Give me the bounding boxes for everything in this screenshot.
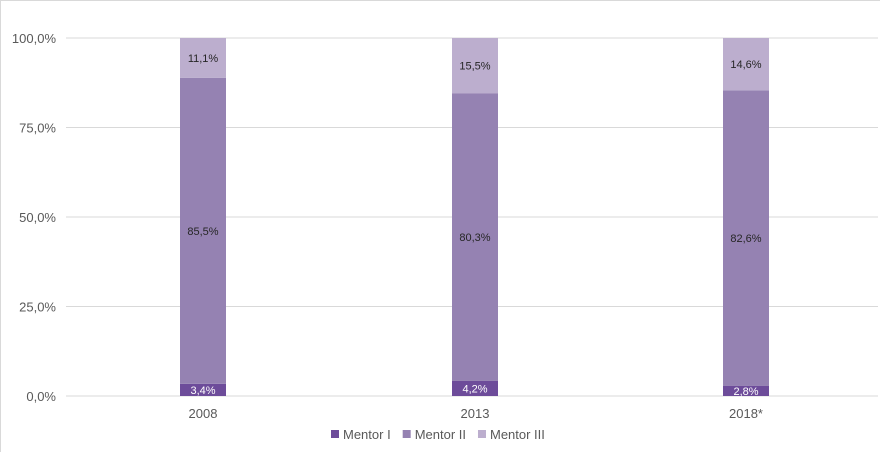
data-label: 82,6% [730, 233, 761, 245]
bar-segment [180, 77, 226, 384]
legend-label: Mentor I [343, 427, 391, 442]
x-tick-label: 2008 [189, 406, 218, 421]
data-label: 11,1% [188, 53, 219, 65]
bar-segment [723, 38, 769, 91]
bar-segment [452, 93, 498, 381]
data-label: 80,3% [459, 232, 490, 244]
legend-label: Mentor III [490, 427, 545, 442]
y-tick-label: 100,0% [12, 31, 57, 46]
data-label: 15,5% [459, 61, 490, 73]
bar-segment [452, 38, 498, 94]
legend-swatch [477, 430, 486, 438]
y-tick-label: 25,0% [19, 300, 56, 315]
legend: Mentor I Mentor II Mentor III [331, 427, 545, 442]
data-label: 14,6% [730, 59, 761, 71]
bar-segment [723, 385, 769, 396]
y-tick-label: 0,0% [26, 389, 56, 404]
y-tick-label: 75,0% [19, 121, 56, 136]
legend-label: Mentor II [415, 427, 466, 442]
bar-segment [180, 383, 226, 396]
data-label: 3,4% [190, 385, 215, 397]
data-label: 4,2% [462, 383, 487, 395]
y-tick-label: 50,0% [19, 210, 56, 225]
bar-segment [180, 38, 226, 78]
legend-swatch [331, 430, 339, 438]
bar-segment [723, 90, 769, 386]
x-tick-label: 2018* [729, 406, 763, 421]
x-tick-label: 2013 [461, 406, 490, 421]
legend-swatch [402, 430, 411, 438]
data-label: 2,8% [733, 386, 758, 398]
bar-segment [452, 380, 498, 396]
data-label: 85,5% [187, 226, 218, 238]
